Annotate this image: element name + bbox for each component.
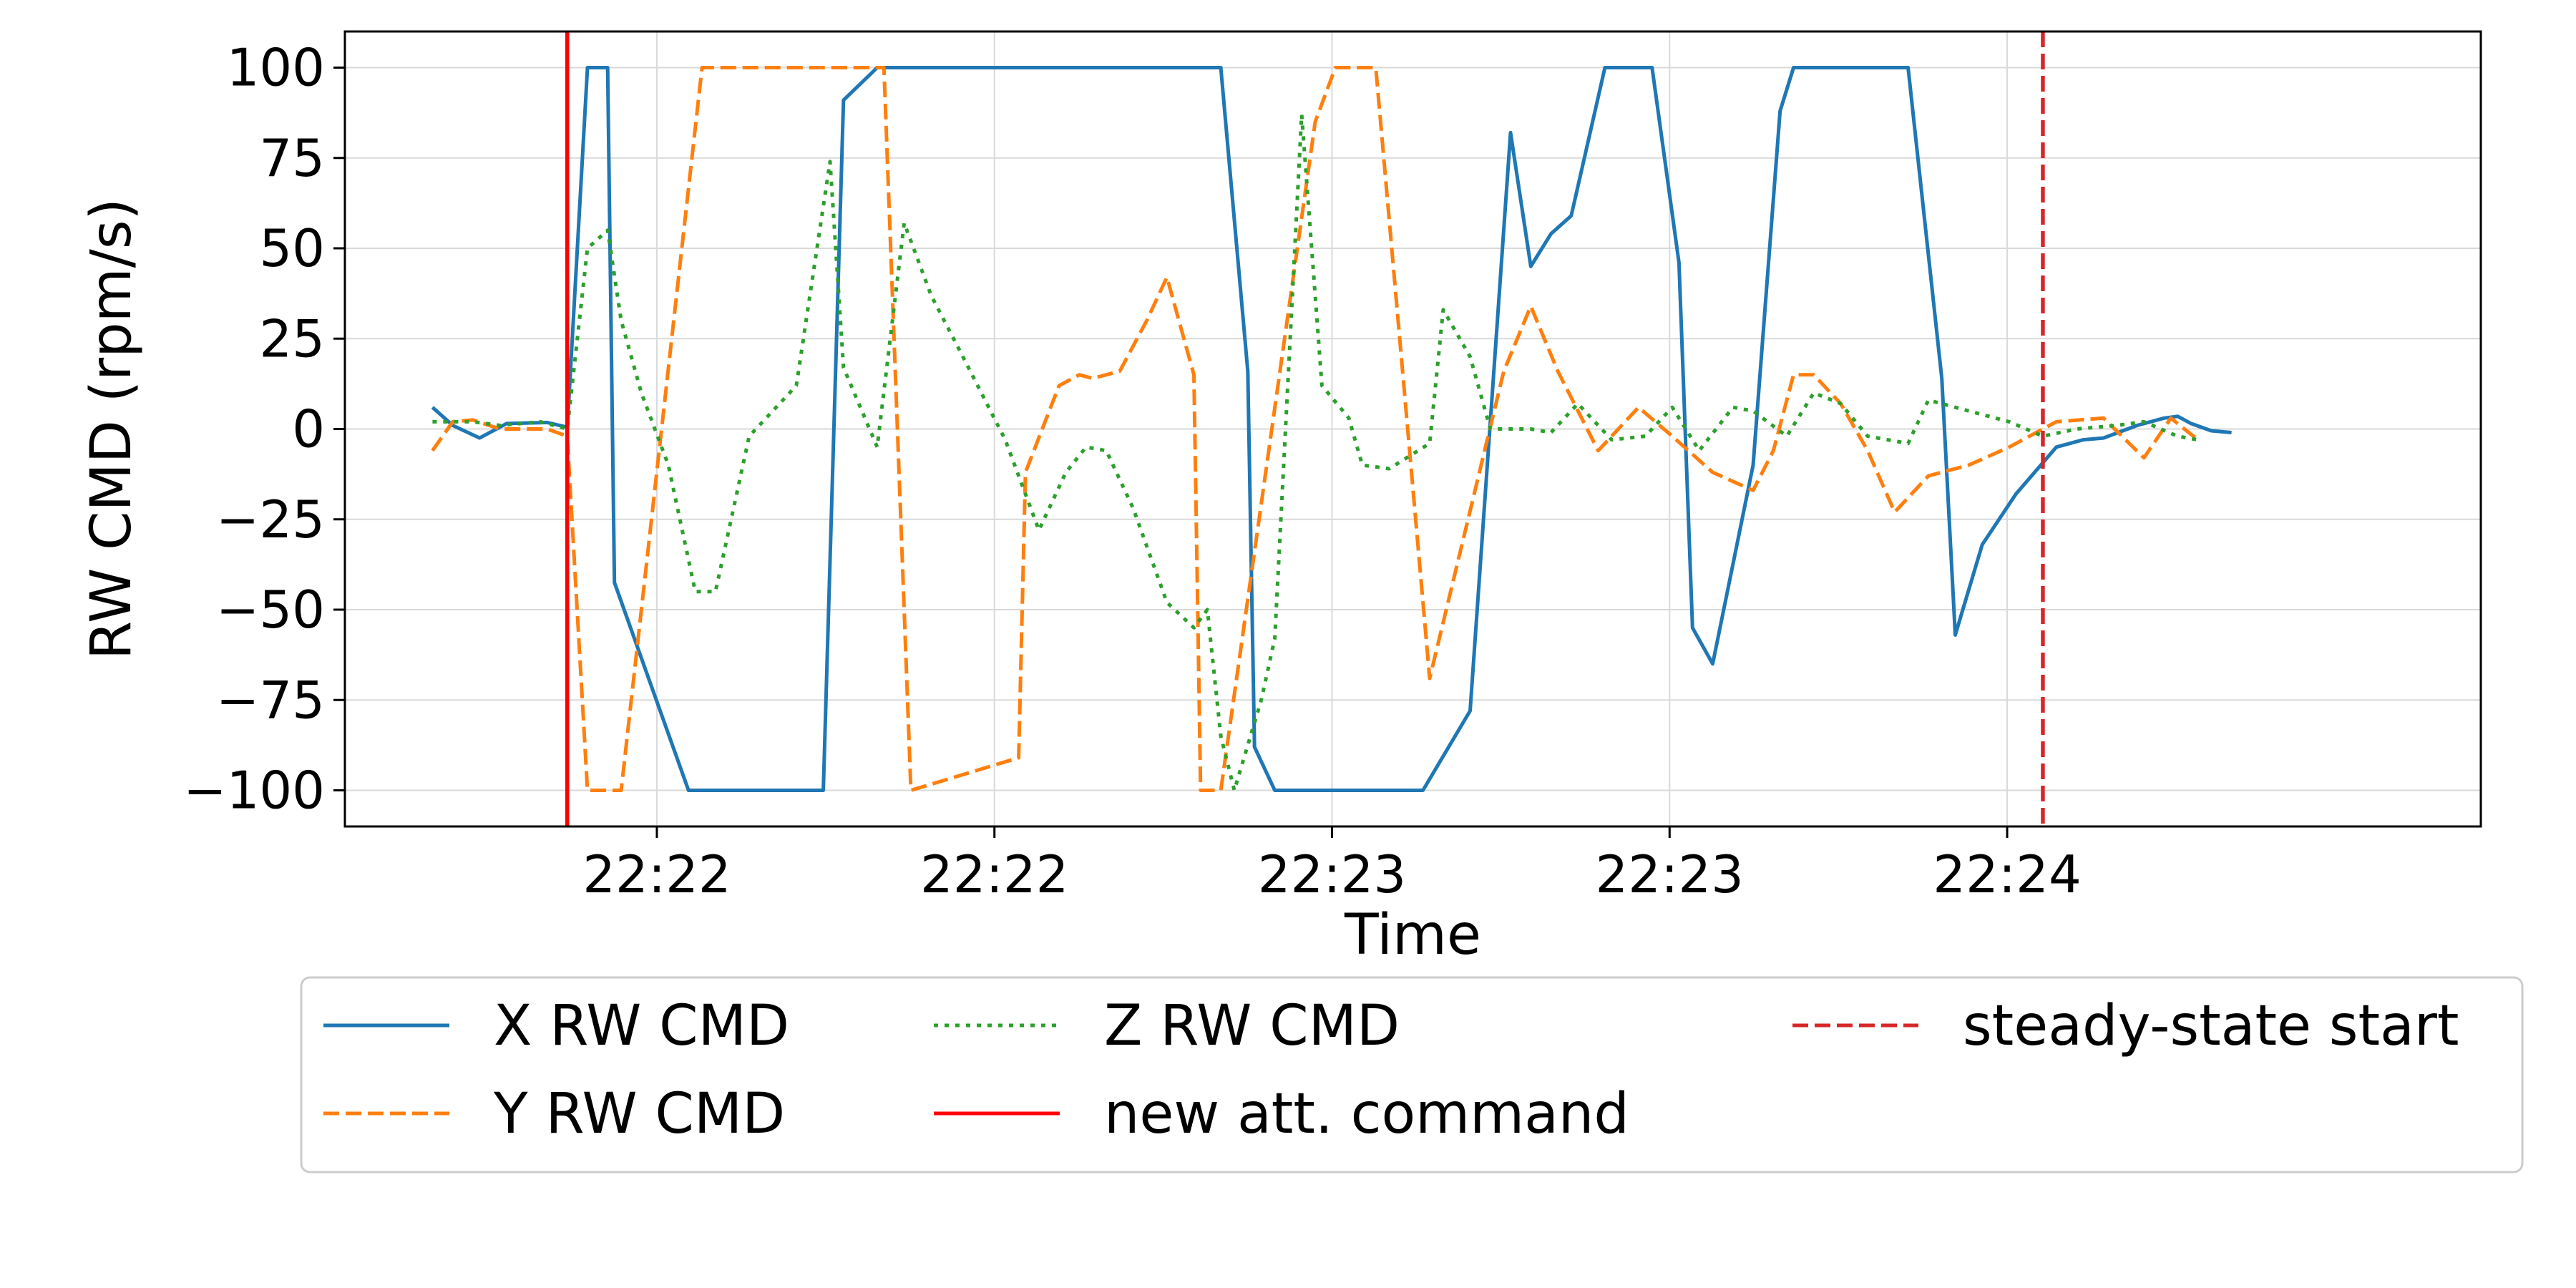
x-axis: 22:22 22:22 22:23 22:23 22:24 xyxy=(582,826,2082,904)
x-rw-cmd-line xyxy=(431,66,2232,792)
y-tick-label: −75 xyxy=(216,670,325,730)
y-tick-label: −100 xyxy=(183,761,325,821)
y-axis: 100 75 50 25 0 −25 −50 −75 −100 xyxy=(183,38,345,821)
y-tick-label: 75 xyxy=(259,128,325,188)
legend-label-z-rw-cmd: Z RW CMD xyxy=(1104,994,1400,1058)
y-tick-label: 0 xyxy=(292,399,325,459)
legend-label-y-rw-cmd: Y RW CMD xyxy=(493,1082,785,1146)
legend-label-new-att-command: new att. command xyxy=(1104,1082,1629,1146)
y-tick-label: 25 xyxy=(259,308,325,369)
legend-box xyxy=(300,976,2524,1174)
y-tick-label: 100 xyxy=(227,38,325,98)
x-tick-label: 22:24 xyxy=(1933,844,2082,904)
legend-label-steady-state-start: steady-state start xyxy=(1963,994,2459,1058)
legend: X RW CMD Y RW CMD Z RW CMD new att. command… xyxy=(300,976,2524,1174)
x-tick-label: 22:22 xyxy=(920,844,1069,904)
y-tick-label: −25 xyxy=(216,489,325,550)
x-tick-label: 22:23 xyxy=(1258,844,1407,904)
y-rw-cmd-line xyxy=(431,66,2200,792)
x-tick-label: 22:23 xyxy=(1596,844,1745,904)
y-tick-label: −50 xyxy=(216,580,325,640)
z-rw-cmd-line xyxy=(432,112,2198,792)
legend-label-x-rw-cmd: X RW CMD xyxy=(494,994,789,1058)
y-tick-label: 50 xyxy=(259,218,325,278)
y-axis-label: RW CMD (rpm/s) xyxy=(79,198,144,660)
grid xyxy=(345,31,2481,826)
series-layer xyxy=(431,31,2232,826)
x-tick-label: 22:22 xyxy=(582,844,731,904)
x-axis-label: Time xyxy=(1344,903,1481,967)
